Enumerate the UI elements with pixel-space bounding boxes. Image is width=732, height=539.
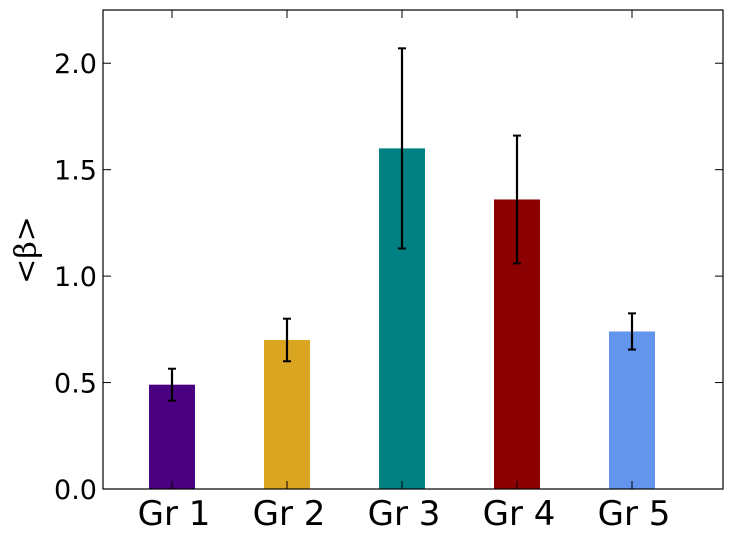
axes-frame bbox=[102, 9, 724, 490]
x-tick-label: Gr 1 bbox=[138, 494, 211, 534]
y-tick-label: 0.0 bbox=[54, 475, 97, 506]
error-bar-2 bbox=[283, 317, 291, 363]
y-tick-label: 2.0 bbox=[54, 49, 97, 80]
y-tick-label: 1.0 bbox=[54, 262, 97, 293]
x-tick-label: Gr 4 bbox=[483, 494, 556, 534]
bar-2 bbox=[264, 339, 310, 489]
y-axis-label: <β> bbox=[9, 216, 44, 284]
bar-5 bbox=[609, 331, 655, 489]
error-bar-1 bbox=[168, 367, 176, 402]
bar-1 bbox=[149, 384, 195, 489]
error-bars-layer bbox=[168, 47, 636, 402]
y-tick-label: 1.5 bbox=[54, 156, 97, 187]
y-tick-label: 0.5 bbox=[54, 369, 97, 400]
y-axis-ticks: 0.0 0.5 1.0 1.5 2.0 bbox=[54, 49, 723, 506]
x-axis-ticks: Gr 1 Gr 2 Gr 3 Gr 4 Gr 5 bbox=[138, 10, 671, 534]
error-bar-4 bbox=[513, 134, 521, 265]
x-tick-label: Gr 3 bbox=[368, 494, 441, 534]
x-tick-label: Gr 5 bbox=[598, 494, 671, 534]
x-tick-label: Gr 2 bbox=[253, 494, 326, 534]
error-bar-3 bbox=[398, 47, 406, 250]
error-bar-5 bbox=[628, 312, 636, 351]
